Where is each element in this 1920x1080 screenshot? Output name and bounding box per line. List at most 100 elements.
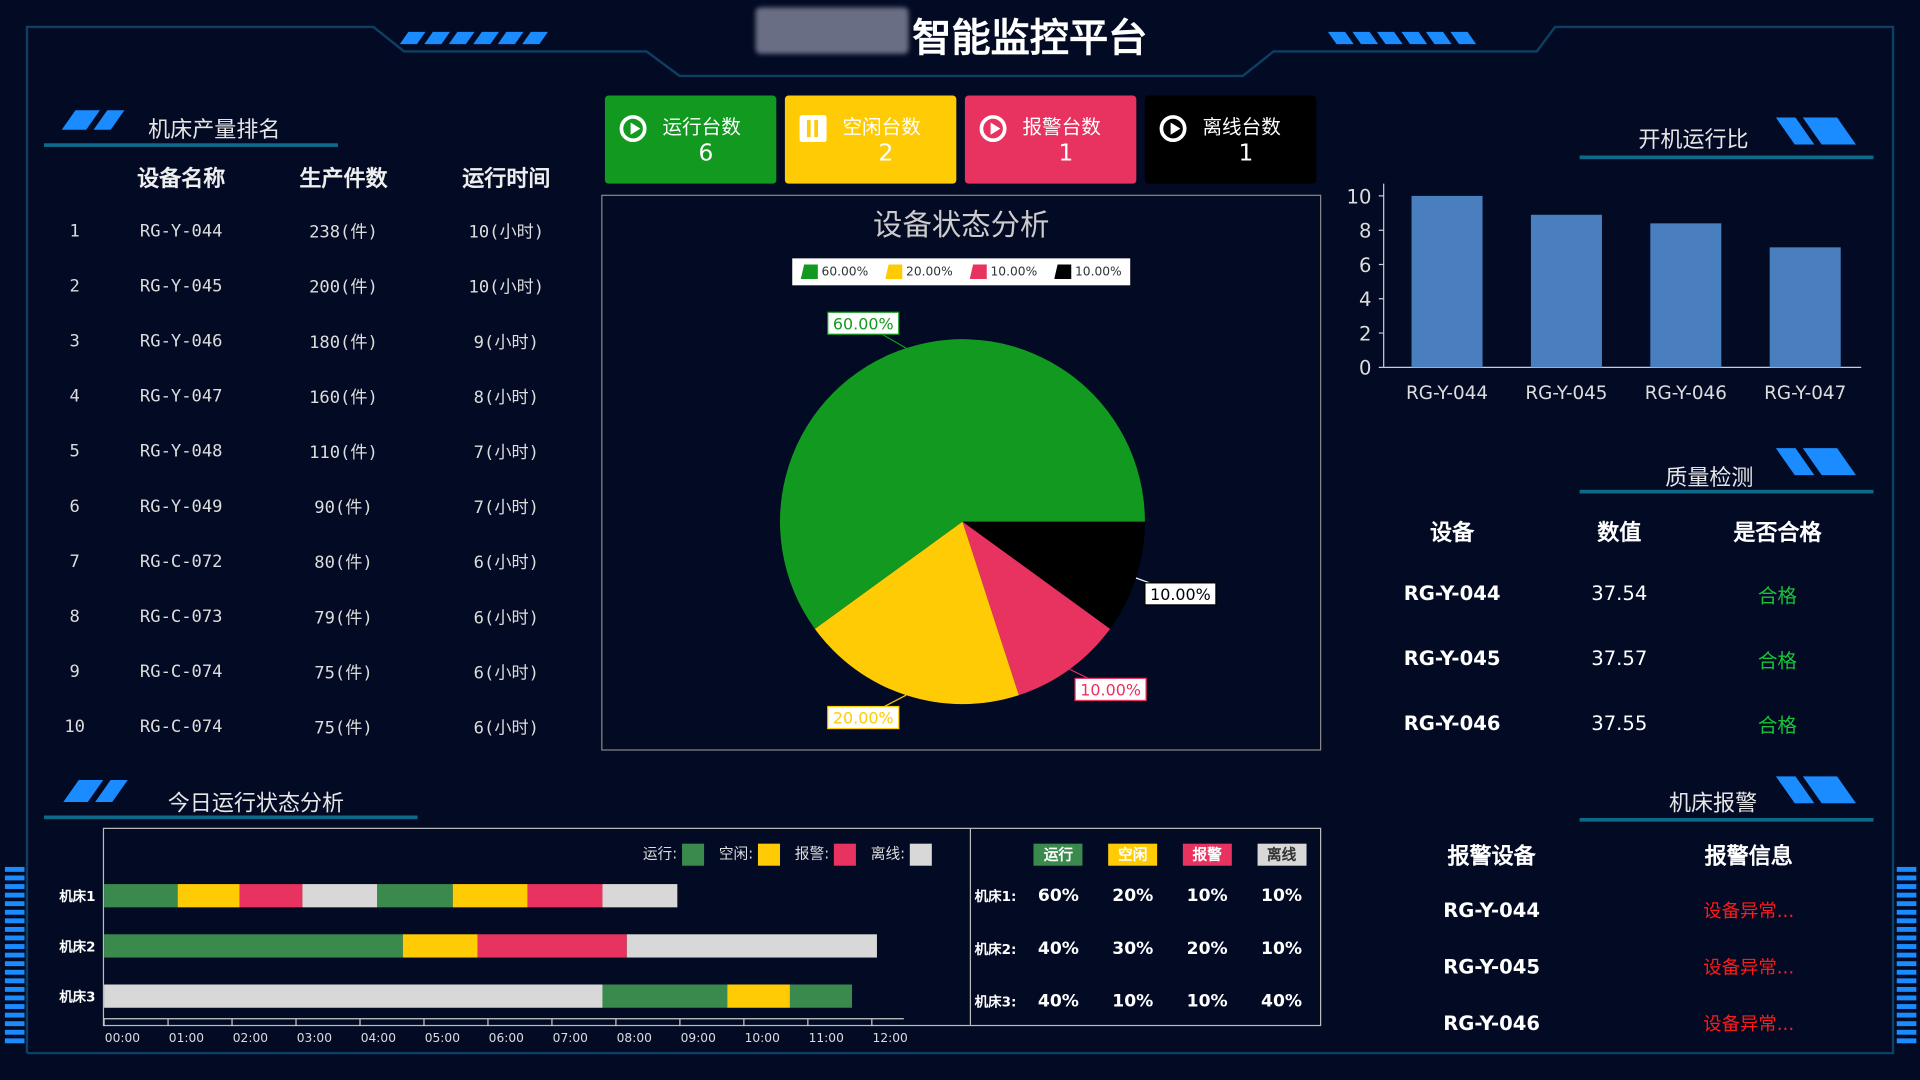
table-row: 机床2: 40% 30% 20% 10% (970, 922, 1319, 975)
x-tick-label: 06:00 (489, 1031, 524, 1045)
table-row: 1 RG-Y-044 238(件) 10(小时) (49, 203, 588, 258)
piece-count: 110(件) (309, 442, 378, 463)
ratio-value: 10% (1186, 991, 1228, 1011)
data-label: 60.00% (833, 314, 894, 333)
section-stripes (61, 110, 125, 130)
y-tick-label: 2 (1359, 322, 1371, 345)
x-tick-label: RG-Y-047 (1764, 383, 1846, 404)
run-time: 6(小时) (473, 607, 539, 628)
device-name: RG-Y-044 (139, 221, 223, 241)
data-label-box (827, 311, 900, 335)
side-decoration-left (4, 866, 25, 1047)
legend-swatch (885, 264, 903, 280)
table-row: 7 RG-C-072 80(件) 6(小时) (49, 534, 588, 589)
alarm-message[interactable]: 设备异常... (1703, 899, 1795, 922)
pass-status: 合格 (1757, 648, 1798, 672)
run-time: 6(小时) (473, 718, 539, 738)
rank-number: 1 (69, 221, 80, 241)
alarm-message[interactable]: 设备异常... (1703, 1012, 1795, 1035)
piece-count: 180(件) (309, 332, 378, 353)
rank-number: 3 (69, 331, 80, 351)
col-header: 数值 (1597, 520, 1642, 547)
status-card[interactable]: 报警台数 1 (964, 95, 1137, 184)
ratio-value: 40% (1261, 991, 1303, 1011)
device-name: RG-Y-046 (1403, 711, 1501, 735)
timeline-chart: 00:00 01:00 02:00 03:00 04:00 05:00 06:00 07:00… (59, 884, 908, 1045)
section-underline (44, 143, 338, 147)
section-underline (1579, 817, 1874, 822)
timeline-segment (789, 984, 853, 1008)
bar (1769, 247, 1841, 368)
timeline-segment (377, 884, 453, 908)
legend-swatch (800, 264, 818, 280)
bar-title: 开机运行比 (1638, 127, 1749, 154)
ratio-value: 20% (1186, 938, 1228, 959)
header-stripes-right (1327, 31, 1477, 45)
x-tick-label: 03:00 (297, 1031, 332, 1045)
table-row: 3 RG-Y-046 180(件) 9(小时) (49, 313, 588, 368)
x-tick-label: 02:00 (233, 1031, 268, 1045)
ratio-value: 10% (1186, 885, 1228, 906)
x-tick-label: RG-Y-045 (1525, 383, 1607, 404)
rank-number: 5 (69, 441, 80, 462)
play-icon (1159, 115, 1187, 143)
col-header: 报警设备 (1447, 843, 1536, 870)
rank-number: 10 (64, 716, 86, 737)
pie-slice (962, 521, 1111, 696)
y-tick-label: 0 (1359, 357, 1371, 380)
pie-slice (780, 339, 1145, 629)
table-row: 8 RG-C-073 79(件) 6(小时) (49, 589, 588, 644)
value: 37.55 (1591, 711, 1648, 735)
x-tick-label: RG-Y-046 (1645, 383, 1727, 404)
status-card[interactable]: 运行台数 6 (604, 95, 777, 184)
timeline-segment (104, 984, 603, 1008)
y-tick-label: 10 (1347, 185, 1372, 208)
play-icon (619, 115, 647, 143)
table-row[interactable]: RG-Y-044 设备异常... (1359, 882, 1873, 938)
pie-legend: 60.00% 20.00% 10.00% 10.00% (792, 258, 1131, 286)
table-row[interactable]: RG-Y-046 设备异常... (1359, 994, 1873, 1050)
run-time: 9(小时) (473, 332, 539, 353)
legend-swatch (682, 843, 705, 866)
col-header: 报警 (1170, 838, 1244, 870)
rank-title: 机床产量排名 (148, 117, 281, 144)
piece-count: 160(件) (309, 387, 378, 408)
legend-swatch (969, 264, 987, 280)
table-row[interactable]: RG-Y-045 设备异常... (1359, 938, 1873, 994)
ratio-value: 60% (1037, 885, 1079, 906)
legend-label: 运行: (642, 844, 678, 863)
table-row: RG-Y-044 37.54 合格 (1347, 561, 1874, 626)
status-card[interactable]: 空闲台数 2 (784, 95, 957, 184)
run-time: 8(小时) (473, 387, 539, 408)
legend-swatch (834, 843, 857, 866)
timeline-segment (602, 884, 678, 908)
section-underline (1579, 155, 1874, 160)
timeline-segment (626, 934, 877, 958)
rank-number: 8 (69, 606, 80, 627)
run-time: 7(小时) (473, 497, 539, 518)
run-time: 10(小时) (468, 277, 545, 297)
timeline-title: 今日运行状态分析 (167, 791, 345, 817)
timeline-segment (477, 934, 627, 958)
pie-chart: 60.00% 20.00% 10.00% 10.00% (780, 311, 1217, 730)
ratio-table: 运行 空闲 报警 离线 机床1: 60% 20% 10% 10% 机床2: 40% 30% 20% 10… (970, 838, 1319, 1028)
alarm-message[interactable]: 设备异常... (1703, 955, 1795, 978)
timeline-segment (527, 884, 603, 908)
section-stripes (1775, 776, 1856, 804)
card-label: 运行台数 (662, 115, 741, 139)
legend-swatch (758, 843, 781, 866)
page-title: 智能监控平台 (912, 14, 1148, 62)
ratio-value: 10% (1112, 991, 1154, 1011)
status-card[interactable]: 离线台数 1 (1144, 95, 1317, 184)
device-name: RG-C-074 (139, 716, 223, 737)
x-tick-label: 09:00 (681, 1031, 716, 1045)
pie-slice (814, 521, 1019, 705)
play-icon (979, 115, 1007, 143)
legend-item: 10.00% (969, 264, 1038, 280)
legend-label: 10.00% (990, 265, 1038, 280)
device-name: RG-Y-046 (139, 331, 223, 351)
legend-label: 空闲: (718, 844, 754, 863)
pie-title: 设备状态分析 (873, 208, 1050, 243)
